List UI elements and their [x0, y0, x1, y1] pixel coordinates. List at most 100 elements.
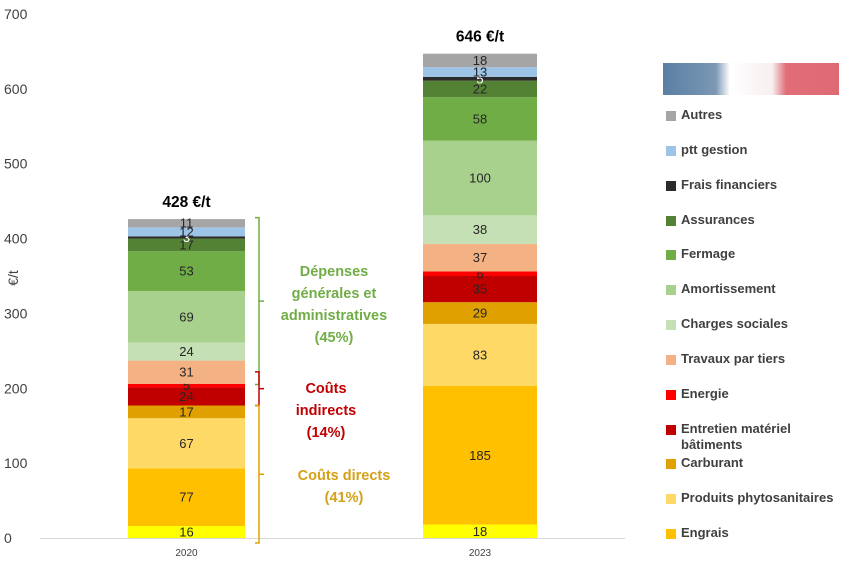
group-label-depenses: Dépenses générales et administratives (4…	[268, 261, 400, 349]
group-label-indirects: Coûts indirects (14%)	[280, 378, 372, 444]
bar-segment	[423, 80, 537, 98]
data-label: 38	[473, 222, 487, 237]
legend-item-assurances: Assurances	[666, 212, 755, 228]
y-tick-label: 100	[4, 455, 28, 471]
data-label: 83	[473, 347, 487, 362]
legend-label: Entretien matériel bâtiments	[681, 421, 791, 452]
group-label-directs: Coûts directs (41%)	[280, 465, 408, 509]
group-label-line: Coûts directs	[297, 468, 391, 484]
legend-swatch	[666, 390, 676, 400]
x-tick-label: 2020	[175, 548, 198, 559]
bar-segment	[128, 219, 245, 228]
group-bracket	[255, 371, 260, 407]
bar-segment	[128, 526, 245, 538]
group-label-line: (41%)	[324, 490, 364, 506]
data-label: 35	[473, 282, 487, 297]
legend-item-fermage: Fermage	[666, 246, 735, 262]
legend-item-carburant: Carburant	[666, 455, 743, 471]
bar-segment	[423, 386, 537, 525]
data-label: 12	[179, 224, 193, 239]
data-label: 29	[473, 306, 487, 321]
data-label: 77	[179, 490, 193, 505]
legend-label: Carburant	[681, 455, 744, 470]
data-label: 24	[179, 389, 193, 404]
data-label: 17	[179, 404, 193, 419]
data-label: 18	[473, 524, 487, 539]
bar-segment	[423, 271, 537, 276]
legend-label: Amortissement	[681, 281, 776, 296]
group-label-line: (14%)	[306, 425, 346, 441]
data-label: 6	[476, 266, 483, 281]
legend-swatch	[666, 355, 676, 365]
legend-label: Produits phytosanitaires	[681, 490, 834, 505]
bar-segment	[423, 76, 537, 81]
group-bracket	[255, 404, 260, 544]
data-label: 17	[179, 237, 193, 252]
data-label: 3	[183, 230, 190, 245]
data-label: 185	[469, 448, 491, 463]
legend-swatch	[666, 494, 676, 504]
data-label: 5	[183, 378, 190, 393]
legend-item-autres: Autres	[666, 107, 722, 123]
group-bracket	[255, 216, 260, 386]
group-label-line: Coûts	[305, 381, 347, 397]
legend-item-ptt-gestion: ptt gestion	[666, 142, 747, 158]
y-tick-label: 500	[4, 156, 28, 172]
legend-label: Charges sociales	[681, 316, 788, 331]
total-label: 428 €/t	[162, 194, 210, 211]
legend-item-entretien: Entretien matériel bâtiments	[666, 421, 806, 453]
y-tick-label: 600	[4, 81, 28, 97]
legend-item-energie: Energie	[666, 386, 729, 402]
legend-label: Engrais	[681, 525, 729, 540]
total-label: 646 €/t	[456, 29, 504, 46]
bar-segment	[423, 140, 537, 216]
legend-item-frais-financiers: Frais financiers	[666, 177, 777, 193]
y-axis-label: €/t	[5, 270, 21, 286]
legend-swatch	[666, 146, 676, 156]
bar-segment	[128, 236, 245, 239]
bar-segment	[128, 383, 245, 388]
bar-segment	[423, 276, 537, 303]
legend-label: Energie	[681, 386, 729, 401]
bar-segment	[423, 524, 537, 538]
y-tick-label: 0	[4, 530, 12, 546]
bar-segment	[128, 360, 245, 384]
bar-segment	[128, 227, 245, 237]
legend-label: Frais financiers	[681, 177, 778, 192]
bar-segment	[423, 243, 537, 272]
bar-segment	[423, 67, 537, 77]
flag-image	[663, 63, 839, 95]
bar-segment	[128, 238, 245, 252]
data-label: 37	[473, 250, 487, 265]
data-label: 22	[473, 81, 487, 96]
y-tick-label: 300	[4, 305, 28, 321]
x-tick-label: 2023	[469, 548, 492, 559]
legend-swatch	[666, 111, 676, 121]
data-label: 67	[179, 436, 193, 451]
bar-segment	[128, 418, 245, 469]
bar-segment	[423, 97, 537, 141]
bar-segment	[128, 251, 245, 291]
data-label: 5	[476, 71, 483, 86]
data-label: 69	[179, 309, 193, 324]
data-label: 31	[179, 365, 193, 380]
legend-item-produits-phyto: Produits phytosanitaires	[666, 490, 833, 506]
bar-segment	[128, 405, 245, 419]
group-label-line: Dépenses	[299, 264, 369, 280]
legend-item-charges-sociales: Charges sociales	[666, 316, 788, 332]
data-label: 11	[180, 216, 194, 231]
bar-segment	[423, 323, 537, 387]
group-label-line: indirects	[295, 403, 357, 419]
legend-label: Autres	[681, 107, 723, 122]
y-tick-label: 400	[4, 231, 28, 247]
data-label: 24	[179, 344, 193, 359]
bar-segment	[128, 290, 245, 343]
data-label: 13	[473, 65, 487, 80]
legend-item-engrais: Engrais	[666, 525, 729, 541]
bar-segment	[128, 468, 245, 527]
y-tick-label: 700	[4, 6, 28, 22]
legend-item-travaux-par-tiers: Travaux par tiers	[666, 351, 785, 367]
legend-swatch	[666, 216, 676, 226]
bar-segment	[423, 302, 537, 324]
